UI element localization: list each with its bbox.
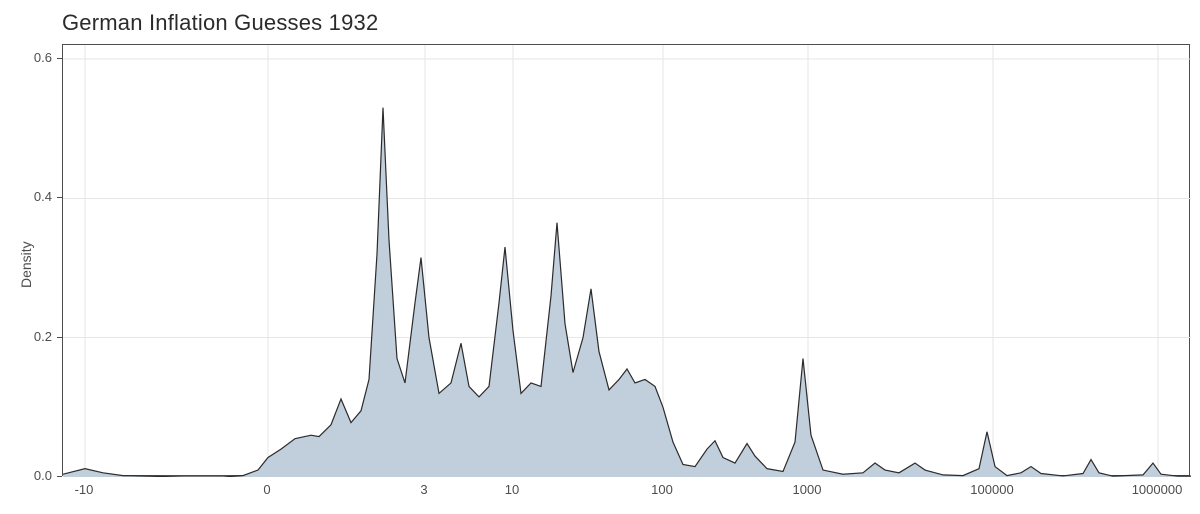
y-tick-label: 0.0 <box>34 468 52 483</box>
x-tick-label: 1000 <box>793 482 822 497</box>
figure: German Inflation Guesses 1932 Density 0.… <box>0 0 1200 514</box>
density-svg <box>63 45 1191 477</box>
y-tick-label: 0.6 <box>34 50 52 65</box>
y-axis-label: Density <box>18 241 34 288</box>
x-tick-label: 100 <box>651 482 673 497</box>
y-tick-mark <box>57 476 62 477</box>
y-tick-label: 0.2 <box>34 329 52 344</box>
x-tick-label: 10 <box>505 482 519 497</box>
x-tick-label: -10 <box>75 482 94 497</box>
plot-panel <box>62 44 1190 476</box>
x-tick-label: 3 <box>420 482 427 497</box>
chart-title: German Inflation Guesses 1932 <box>62 10 378 36</box>
y-tick-mark <box>57 58 62 59</box>
y-tick-mark <box>57 197 62 198</box>
x-tick-label: 1000000 <box>1132 482 1183 497</box>
x-tick-label: 0 <box>263 482 270 497</box>
y-tick-mark <box>57 337 62 338</box>
density-fill <box>63 108 1191 477</box>
x-tick-label: 100000 <box>970 482 1013 497</box>
y-tick-label: 0.4 <box>34 189 52 204</box>
